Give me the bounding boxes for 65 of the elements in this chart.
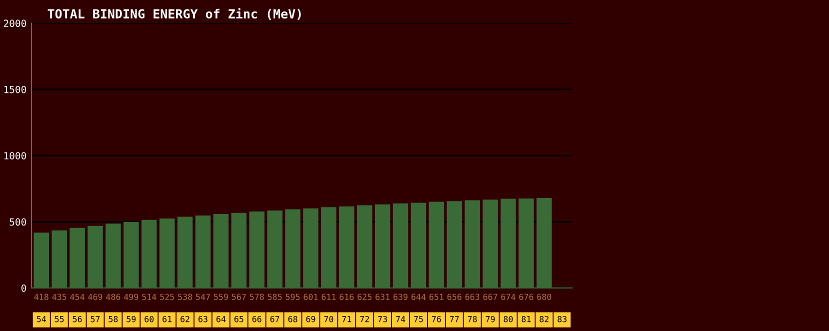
- data-label: 567: [232, 294, 246, 300]
- x-tick-label: 62: [180, 316, 190, 322]
- data-label: 680: [537, 294, 552, 300]
- x-tick-label: 54: [36, 316, 46, 322]
- x-tick-label: 57: [90, 316, 100, 322]
- x-tick-label: 77: [450, 316, 459, 322]
- data-label: 499: [124, 294, 138, 300]
- x-tick-label: 74: [396, 316, 406, 322]
- data-label: 651: [429, 294, 444, 300]
- data-label: 674: [501, 294, 516, 300]
- data-label: 644: [411, 294, 426, 300]
- y-tick-label: 1500: [4, 86, 26, 94]
- x-tick-label: 64: [216, 316, 226, 322]
- x-tick-label: 55: [54, 316, 64, 322]
- data-label: 486: [106, 294, 120, 300]
- y-tick-label: 500: [10, 218, 26, 226]
- data-label: 656: [447, 294, 462, 300]
- x-tick-label: 80: [504, 316, 513, 322]
- data-label: 538: [178, 294, 192, 300]
- y-tick-label: 0: [21, 284, 26, 292]
- data-label: 585: [268, 294, 282, 300]
- x-tick-label: 66: [252, 316, 262, 322]
- x-tick-label: 68: [288, 316, 298, 322]
- data-label: 667: [483, 294, 498, 300]
- x-tick-label: 56: [72, 316, 82, 322]
- x-tick-label: 60: [144, 316, 154, 322]
- data-label: 601: [304, 294, 318, 300]
- x-tick-label: 58: [108, 316, 118, 322]
- data-label: 595: [286, 294, 300, 300]
- data-label: 616: [340, 294, 354, 300]
- data-label: 625: [358, 294, 372, 300]
- data-label: 469: [88, 294, 102, 300]
- y-tick-label: 1000: [4, 152, 26, 160]
- x-tick-label: 71: [342, 316, 352, 322]
- data-label: 435: [52, 294, 66, 300]
- x-tick-label: 75: [414, 316, 423, 322]
- x-tick-label: 78: [468, 316, 477, 322]
- x-tick-label: 79: [486, 316, 495, 322]
- data-label: 631: [376, 294, 390, 300]
- x-tick-label: 67: [270, 316, 280, 322]
- x-tick-label: 81: [522, 316, 531, 322]
- chart-title: TOTAL BINDING ENERGY of Zinc (MeV): [48, 8, 301, 20]
- data-label: 559: [214, 294, 228, 300]
- data-label: 514: [142, 294, 156, 300]
- data-label: 578: [250, 294, 264, 300]
- x-tick-label: 70: [324, 316, 334, 322]
- data-label: 418: [34, 294, 48, 300]
- x-tick-label: 69: [306, 316, 316, 322]
- x-tick-label: 65: [234, 316, 244, 322]
- x-tick-label: 72: [360, 316, 369, 322]
- data-label: 547: [196, 294, 210, 300]
- data-label: 676: [519, 294, 534, 300]
- y-tick-label: 2000: [4, 20, 26, 28]
- data-label: 639: [394, 294, 408, 300]
- data-label: 454: [70, 294, 84, 300]
- x-tick-label: 76: [432, 316, 441, 322]
- data-label: 611: [322, 294, 336, 300]
- data-label: 525: [160, 294, 174, 300]
- x-tick-label: 61: [162, 316, 172, 322]
- data-label: 663: [465, 294, 480, 300]
- x-tick-label: 59: [126, 316, 136, 322]
- x-tick-label: 83: [558, 316, 567, 322]
- x-tick-label: 73: [378, 316, 387, 322]
- x-tick-label: 82: [540, 316, 548, 322]
- x-tick-label: 63: [198, 316, 208, 322]
